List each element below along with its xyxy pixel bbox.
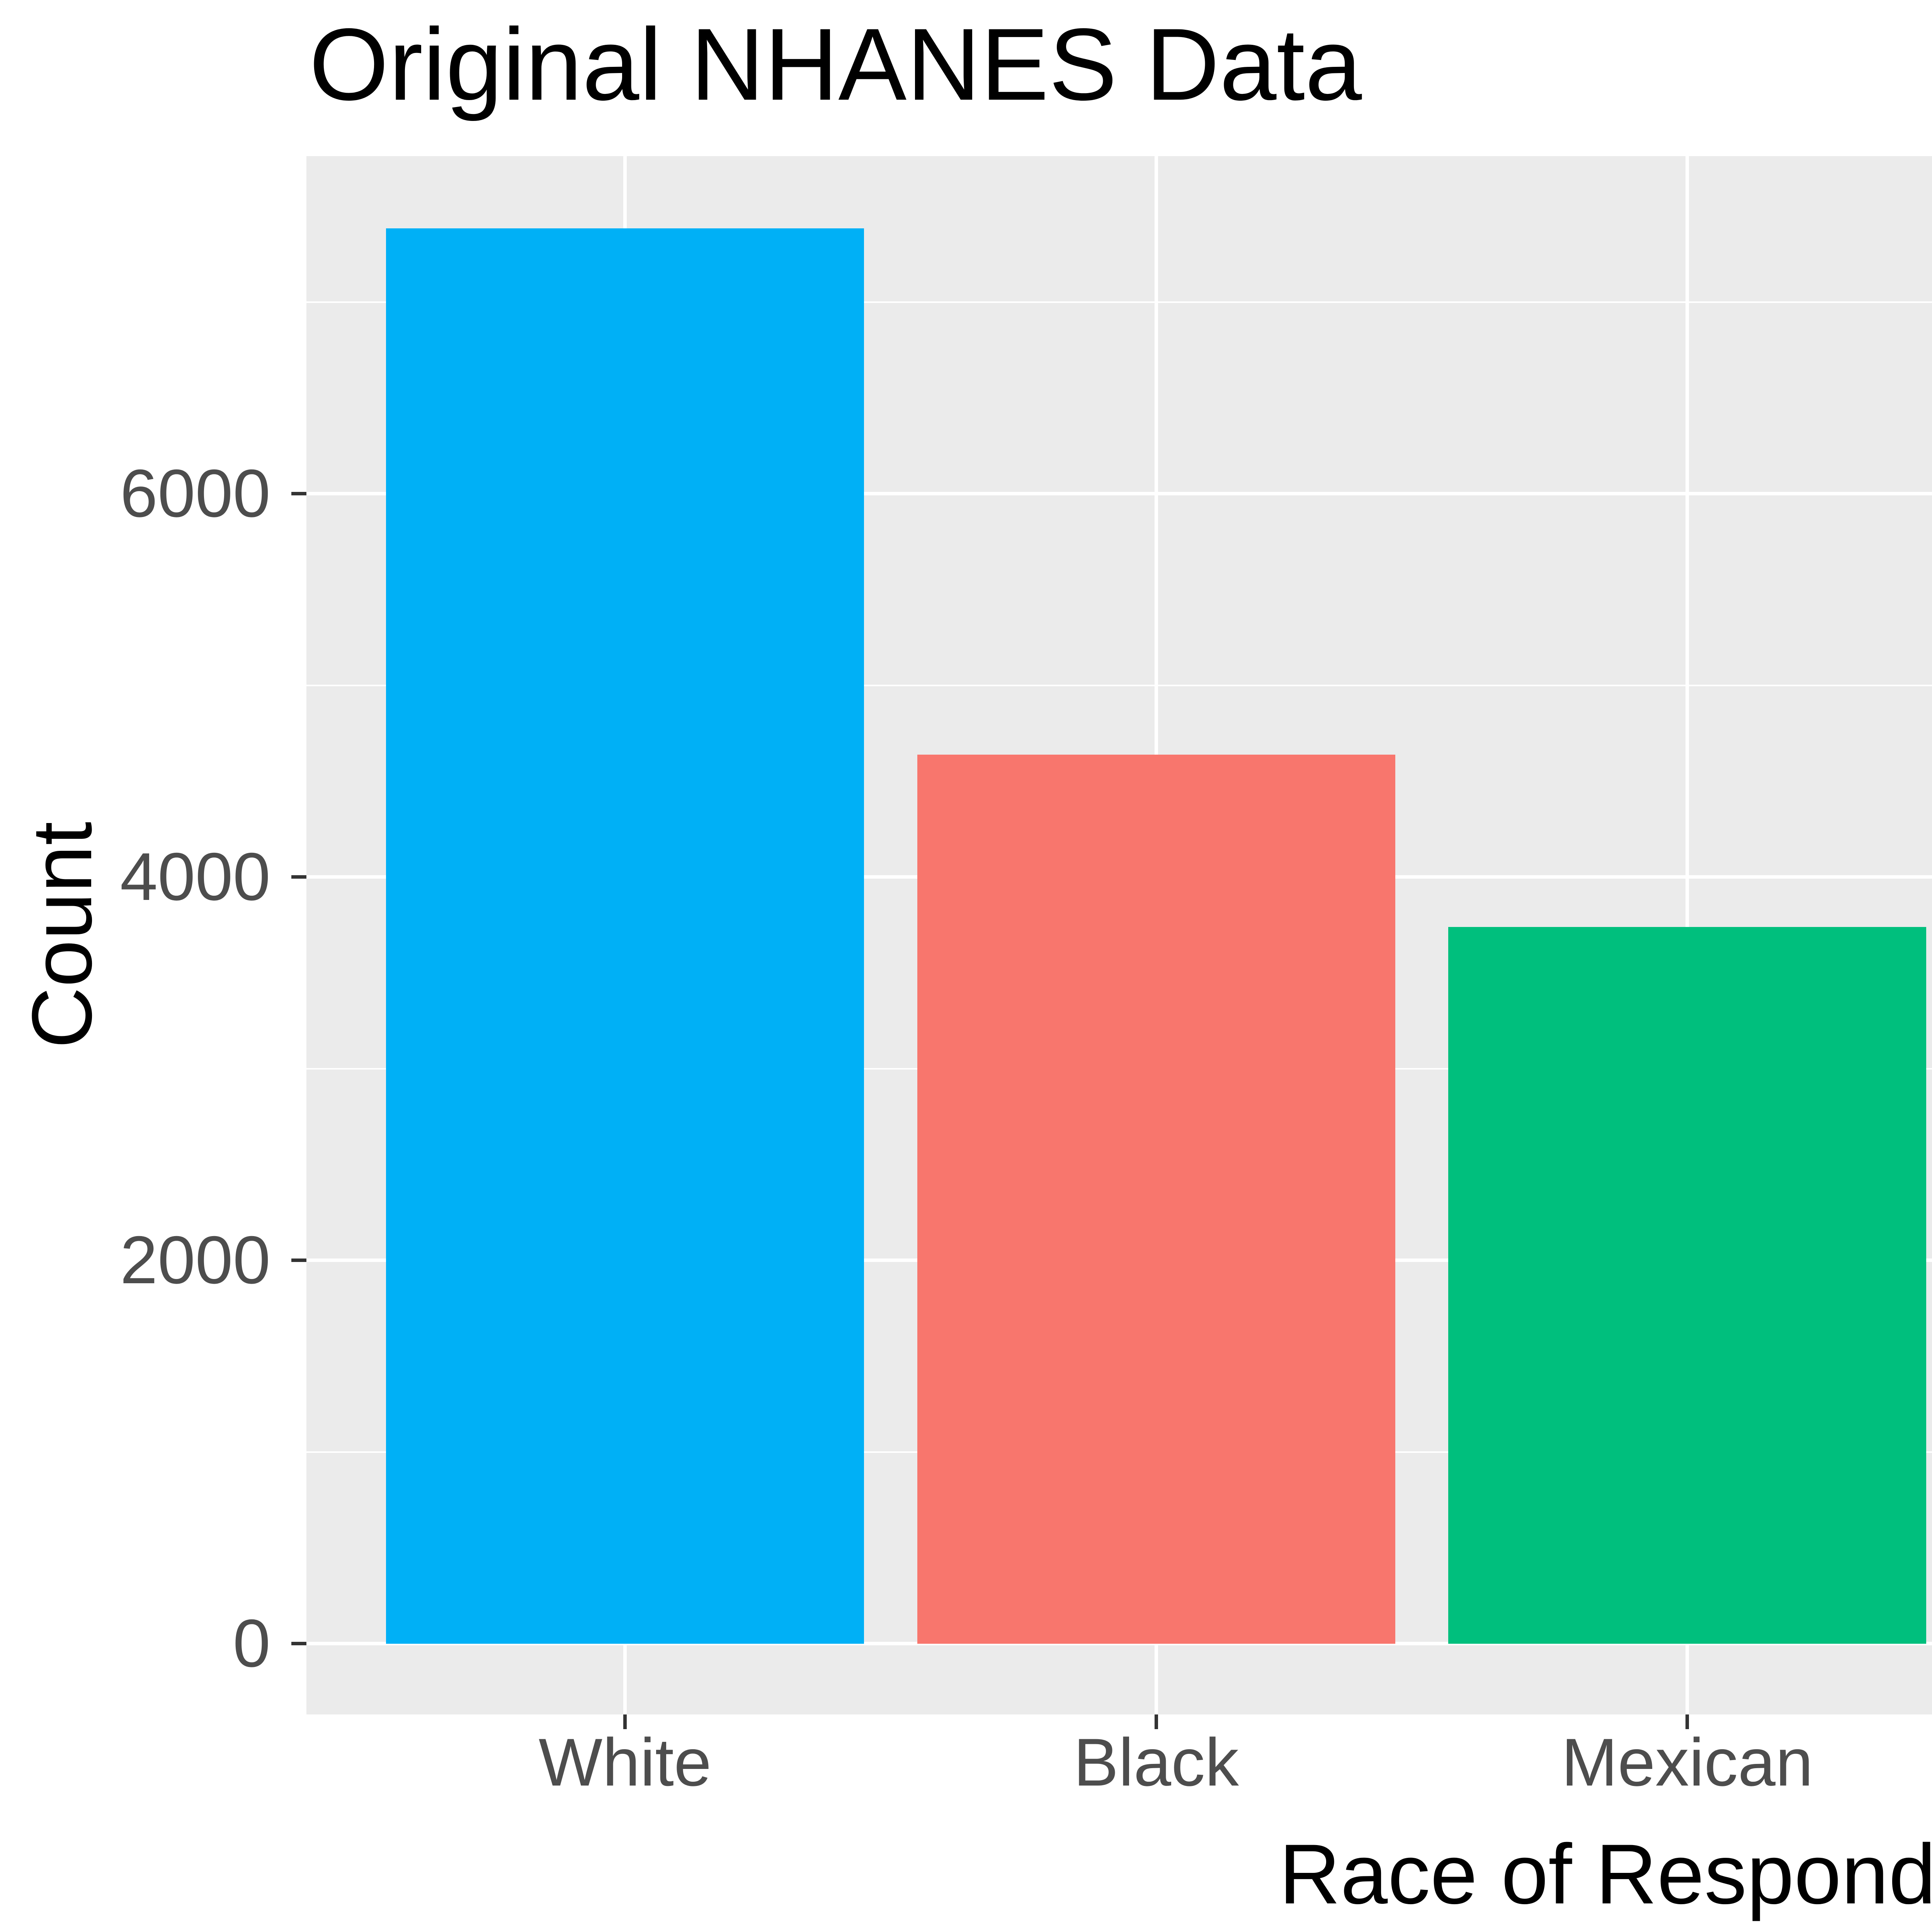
x-tick-label-white: White: [538, 1725, 712, 1800]
plot-title: Original NHANES Data: [309, 7, 1362, 122]
x-tick-mark-black: [1154, 1714, 1158, 1729]
y-tick-label-0: 0: [233, 1605, 270, 1681]
y-axis-title: Count: [14, 821, 109, 1049]
y-tick-label-4000: 4000: [120, 839, 270, 915]
y-tick-mark-0: [291, 1642, 306, 1646]
y-tick-mark-6000: [291, 492, 306, 496]
bar-black: [917, 754, 1395, 1644]
x-tick-mark-mexican: [1685, 1714, 1689, 1729]
y-tick-label-6000: 6000: [120, 456, 270, 531]
x-tick-mark-white: [623, 1714, 627, 1729]
y-tick-mark-4000: [291, 875, 306, 879]
bar-mexican: [1448, 927, 1926, 1644]
x-tick-label-black: Black: [1073, 1725, 1239, 1800]
plot-panel: [306, 156, 1932, 1714]
bar-white: [386, 228, 864, 1644]
y-tick-mark-2000: [291, 1259, 306, 1262]
x-axis-title: Race of Respondents: [1279, 1827, 1932, 1922]
major-gridline-y-0: [306, 1642, 1932, 1646]
minor-gridline-y-7000: [306, 301, 1932, 303]
minor-gridline-y-5000: [306, 684, 1932, 686]
major-gridline-y-6000: [306, 492, 1932, 496]
x-tick-label-mexican: Mexican: [1561, 1725, 1813, 1800]
y-tick-label-2000: 2000: [120, 1222, 270, 1298]
